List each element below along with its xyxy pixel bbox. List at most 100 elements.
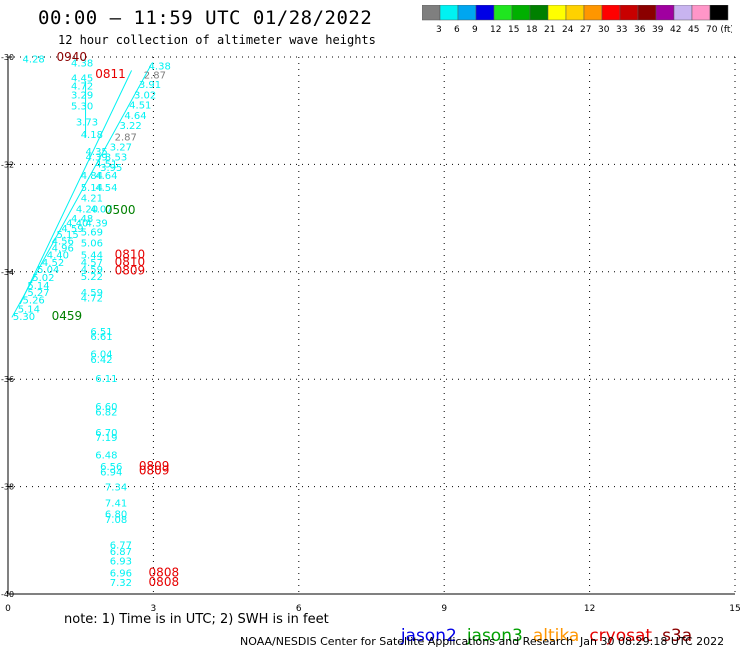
y-tick-label: -34	[1, 268, 14, 277]
wave-height-label: 7.34	[105, 483, 127, 494]
y-tick-label: -40	[1, 590, 14, 599]
pass-time-label: 0811	[95, 67, 126, 81]
wave-height-label: 4.54	[95, 183, 117, 194]
credit-text: NOAA/NESDIS Center for Satellite Applica…	[240, 635, 574, 648]
x-tick-label: 0	[5, 604, 11, 614]
legend-item-jason3: jason3	[466, 626, 523, 646]
wave-height-label: 4.21	[81, 194, 103, 205]
colorbar-tick-label: 27	[580, 25, 591, 35]
chart-subtitle: 12 hour collection of altimeter wave hei…	[58, 33, 376, 47]
wave-height-label: 7.08	[105, 515, 127, 526]
wave-height-label: 6.11	[95, 374, 117, 385]
pass-time-label: 0500	[105, 203, 136, 217]
wave-height-label: 6.51	[90, 327, 112, 338]
wave-height-label: 4.35	[86, 147, 108, 158]
wave-height-label: 6.93	[110, 557, 132, 568]
pass-time-label: 0810	[115, 255, 146, 269]
satellite-track	[19, 70, 133, 305]
colorbar-tick-label: 18	[526, 25, 538, 35]
wave-height-label: 5.30	[13, 312, 35, 323]
satellite-track	[11, 64, 152, 318]
x-tick-label: 9	[441, 604, 447, 614]
x-tick-label: 3	[151, 604, 157, 614]
pass-time-label: 0809	[139, 459, 170, 473]
wave-height-label: 6.77	[110, 541, 132, 552]
wave-height-label: 6.56	[100, 462, 122, 473]
wave-height-label: 4.51	[95, 159, 117, 170]
wave-height-label: 4.64	[124, 111, 146, 122]
wave-height-label: 6.70	[95, 428, 117, 439]
wave-height-label: 5.27	[27, 288, 49, 299]
wave-height-label: 4.40	[66, 218, 88, 229]
wave-height-label: 4.39	[86, 218, 108, 229]
colorbar-tick-label: 24	[562, 25, 574, 35]
wave-height-label: 4.52	[42, 258, 64, 269]
wave-height-label: 3.91	[139, 80, 161, 91]
x-tick-label: 6	[296, 604, 302, 614]
x-tick-label: 12	[584, 604, 595, 614]
pass-time-label: 0940	[56, 50, 87, 64]
wave-height-label: 4.07	[90, 204, 112, 215]
wave-height-label: 5.06	[81, 238, 103, 249]
wave-height-label: 4.59	[61, 224, 83, 235]
wave-height-label: 4.28	[23, 55, 45, 66]
y-tick-label: -32	[1, 160, 14, 169]
pass-time-label: 0809	[139, 463, 170, 477]
wave-height-label: 4.57	[81, 258, 103, 269]
wave-height-label: 3.29	[71, 91, 93, 102]
wave-height-label: 5.14	[81, 183, 103, 194]
colorbar-tick-label: 9	[472, 25, 478, 35]
wave-height-label: 6.87	[110, 547, 132, 558]
colorbar-tick-label: 45	[688, 25, 699, 35]
y-tick-label: -38	[1, 483, 14, 492]
wave-height-label: 3.22	[119, 121, 141, 132]
pass-time-label: 0809	[115, 264, 146, 278]
colorbar-swatch	[709, 5, 729, 21]
wave-height-label: 6.94	[100, 468, 122, 479]
wave-height-label: 5.15	[56, 230, 78, 241]
wave-height-label: 7.19	[95, 433, 117, 444]
wave-height-label: 4.64	[95, 171, 117, 182]
wave-height-label: 4.96	[52, 244, 74, 255]
colorbar-tick-label: 39	[652, 25, 664, 35]
wave-height-label: 3.73	[76, 117, 98, 128]
x-tick-label: 15	[729, 604, 740, 614]
wave-height-label: 5.44	[81, 251, 103, 262]
chart-title: 00:00 – 11:59 UTC 01/28/2022	[38, 7, 373, 29]
wave-height-label: 2.87	[115, 132, 137, 143]
wave-height-label: 4.20	[76, 204, 98, 215]
generated-timestamp: Jan 30 08:29:18 UTC 2022	[580, 635, 725, 648]
wave-height-label: 4.84	[81, 171, 103, 182]
pass-time-label: 0808	[149, 566, 180, 580]
wave-height-label: 3.27	[110, 143, 132, 154]
colorbar-tick-label: 15	[508, 25, 519, 35]
wave-height-label: 3.53	[105, 152, 127, 163]
y-tick-label: -30	[1, 53, 14, 62]
wave-height-label: 4.72	[71, 81, 93, 92]
colorbar-tick-label: 36	[634, 25, 646, 35]
legend-item-s3a: s3a	[662, 626, 693, 646]
wave-height-label: 5.14	[27, 281, 49, 292]
wave-height-label: 6.48	[95, 450, 117, 461]
wave-height-label: 3.95	[100, 163, 122, 174]
colorbar-legend: 3 6 9 12 15 18 21 24 27 30 33 36 39 42 45 70 (ft)	[422, 5, 732, 35]
wave-height-label: 6.96	[110, 569, 132, 580]
wave-height-label: 5.30	[71, 101, 93, 112]
wave-height-label: 5.26	[23, 296, 45, 307]
legend-item-cryosat: cryosat	[589, 626, 653, 646]
colorbar-tick-label: 42	[670, 25, 681, 35]
wave-height-label: 5.02	[32, 273, 54, 284]
wave-height-label: 4.40	[47, 251, 69, 262]
wave-height-label: 5.14	[18, 304, 40, 315]
wave-height-label: 4.51	[129, 100, 151, 111]
wave-height-label: 6.61	[90, 332, 112, 343]
footnote: note: 1) Time is in UTC; 2) SWH is in fe…	[64, 612, 329, 627]
wave-height-label: 5.69	[81, 228, 103, 239]
legend-item-altika: altika	[532, 626, 580, 646]
wave-height-label: 2.87	[144, 71, 166, 82]
y-tick-label: -36	[1, 375, 14, 384]
pass-time-label: 0459	[52, 309, 83, 323]
colorbar-tick-label: 33	[616, 25, 627, 35]
wave-height-label: 4.39	[86, 152, 108, 163]
